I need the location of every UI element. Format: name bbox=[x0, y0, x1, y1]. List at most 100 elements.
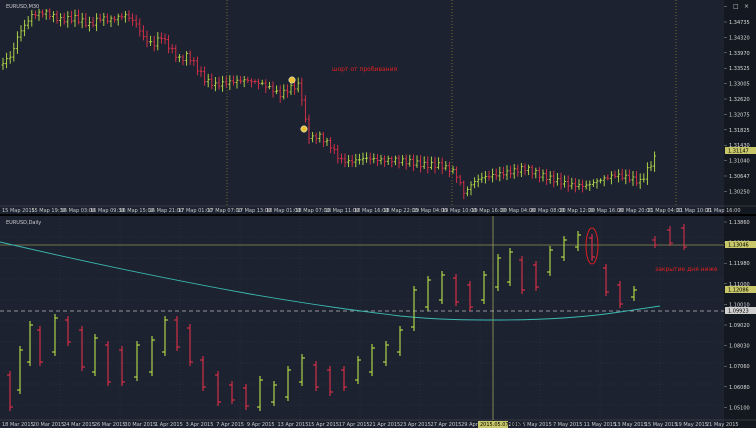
bottom-price-label: 1.07060 bbox=[729, 364, 750, 370]
bottom-chart-markup bbox=[585, 224, 687, 265]
bottom-highlight-time-box bbox=[478, 421, 508, 428]
top-price-label: 1.30647 bbox=[729, 174, 750, 180]
bottom-time-label: 9 Apr 2015 bbox=[247, 422, 275, 428]
bottom-price-label: 1.11000 bbox=[729, 282, 750, 288]
maximize-button[interactable]: □ bbox=[733, 3, 739, 10]
moving-average-line bbox=[0, 241, 661, 321]
top-time-label: 20 Мар 04:00 bbox=[501, 208, 536, 214]
bottom-time-label: 21 Apr 2015 bbox=[369, 422, 400, 428]
bottom-price-label: 1.11980 bbox=[729, 261, 750, 267]
top-time-label: 19 Мар 10:00 bbox=[442, 208, 477, 214]
top-current-price-box bbox=[725, 147, 756, 154]
top-price-label: 1.31430 bbox=[729, 143, 750, 149]
top-time-label: 15 Мар 2015 bbox=[2, 208, 35, 214]
top-axis-background bbox=[724, 0, 756, 214]
top-price-label: 1.32075 bbox=[729, 112, 750, 118]
bottom-time-label: 18 Mar 2015 bbox=[2, 422, 34, 428]
bottom-time-label: 3 Apr 2015 bbox=[186, 422, 214, 428]
bottom-price-label: 1.13860 bbox=[729, 220, 750, 226]
top-price-label: 1.32620 bbox=[729, 97, 750, 103]
bottom-time-label: 7 May 2015 bbox=[553, 422, 582, 428]
bottom-time-label: 29 Apr 2015 bbox=[461, 422, 492, 428]
top-time-label: 18 Мар 01:00 bbox=[266, 208, 301, 214]
bottom-highlight-time: 2015.05.07 00:00 bbox=[480, 422, 525, 428]
bottom-time-label: 30 Mar 2015 bbox=[124, 422, 156, 428]
bottom-axis-background bbox=[724, 216, 756, 428]
bottom-current-price-box bbox=[725, 286, 756, 293]
bottom-price-label: 1.05100 bbox=[729, 405, 750, 411]
bottom-chart-title: EURUSD,Daily bbox=[6, 220, 41, 226]
short-entry-marker bbox=[288, 76, 296, 84]
top-time-label: 16 Мар 09:30 bbox=[90, 208, 125, 214]
top-time-label: 15 Мар 19:30 bbox=[31, 208, 66, 214]
top-time-label: 18 Мар 11:00 bbox=[325, 208, 360, 214]
top-chart-grid bbox=[0, 0, 756, 214]
top-time-label: 19 Мар 04:00 bbox=[413, 208, 448, 214]
bottom-chart-bars bbox=[7, 231, 637, 411]
top-time-label: 19 Мар 16:00 bbox=[471, 208, 506, 214]
bottom-time-label: 24 Mar 2015 bbox=[63, 422, 95, 428]
bottom-time-label: 19 May 2015 bbox=[675, 422, 708, 428]
close-button[interactable]: × bbox=[744, 3, 749, 10]
top-time-label: 21 Мар 10:00 bbox=[677, 208, 712, 214]
bottom-line-price-box bbox=[725, 241, 756, 248]
bottom-chart-canvas[interactable]: EURUSD,Daily закрытие дня ниже 1.13860 1.… bbox=[0, 216, 756, 428]
top-chart-markers bbox=[288, 76, 308, 133]
bottom-price-axis: 1.138601.129101.119801.110001.100101.090… bbox=[724, 220, 756, 411]
top-time-label: 20 Мар 08:00 bbox=[530, 208, 565, 214]
bottom-price-label: 1.10010 bbox=[729, 302, 750, 308]
top-time-label: 17 Мар 01:00 bbox=[178, 208, 213, 214]
top-time-label: 16 Мар 21:00 bbox=[149, 208, 184, 214]
top-price-label: 1.34735 bbox=[729, 20, 750, 26]
top-price-label: 1.33525 bbox=[729, 66, 750, 72]
bottom-time-label: 21 May 2015 bbox=[706, 422, 739, 428]
top-chart-canvas[interactable]: EURUSD,M30 шорт от пробивания 1.34735 1.3… bbox=[0, 0, 756, 214]
top-time-label: 20 Мар 12:00 bbox=[559, 208, 594, 214]
bottom-time-label: 27 Apr 2015 bbox=[431, 422, 462, 428]
bottom-time-label: 15 May 2015 bbox=[645, 422, 678, 428]
top-time-label: 17 Мар 13:00 bbox=[237, 208, 272, 214]
bottom-time-label: 7 Apr 2015 bbox=[216, 422, 244, 428]
bottom-time-label: 1 Apr 2015 bbox=[155, 422, 183, 428]
bottom-time-label: 15 Apr 2015 bbox=[308, 422, 339, 428]
bottom-chart-lines bbox=[0, 216, 724, 420]
bottom-chart-pane[interactable]: EURUSD,Daily закрытие дня ниже 1.13860 1.… bbox=[0, 216, 756, 428]
highlight-ellipse bbox=[585, 227, 599, 265]
top-time-label: 20 Мар 16:00 bbox=[589, 208, 624, 214]
bottom-time-label: 17 Apr 2015 bbox=[339, 422, 370, 428]
bottom-price-label: 1.09020 bbox=[729, 323, 750, 329]
bottom-dash-price-box bbox=[725, 307, 756, 314]
top-time-label: 18 Мар 07:00 bbox=[295, 208, 330, 214]
bottom-dash-price: 1.09923 bbox=[728, 309, 749, 315]
top-time-label: 18 Мар 16:00 bbox=[354, 208, 389, 214]
bottom-price-label: 1.06080 bbox=[729, 385, 750, 391]
bottom-time-label: 13 Apr 2015 bbox=[277, 422, 308, 428]
bottom-time-label: 5 May 2015 bbox=[522, 422, 551, 428]
bottom-time-label: 20 Mar 2015 bbox=[33, 422, 65, 428]
minimize-button[interactable]: – bbox=[724, 3, 727, 10]
top-chart-annotation: шорт от пробивания bbox=[332, 66, 397, 73]
top-time-label: 20 Мар 20:00 bbox=[618, 208, 653, 214]
top-chart-title: EURUSD,M30 bbox=[6, 4, 39, 10]
bottom-time-label: 11 May 2015 bbox=[584, 422, 617, 428]
top-current-price: 1.31147 bbox=[728, 149, 749, 155]
top-time-label: 16 Мар 15:00 bbox=[119, 208, 154, 214]
top-price-label: 1.33970 bbox=[729, 51, 750, 57]
top-price-axis: 1.34735 1.34320 1.33970 1.33525 1.33005 1.326… bbox=[724, 20, 756, 195]
bottom-chart-annotation: закрытие дня ниже bbox=[655, 266, 718, 273]
bottom-price-label: 1.08030 bbox=[729, 344, 750, 350]
bottom-time-label: 13 May 2015 bbox=[614, 422, 647, 428]
top-chart-bars bbox=[1, 8, 656, 200]
top-price-label: 1.33005 bbox=[729, 82, 750, 88]
bottom-time-label: 23 Apr 2015 bbox=[400, 422, 431, 428]
top-chart-background bbox=[0, 0, 756, 214]
top-time-label: 21 Мар 16:00 bbox=[706, 208, 741, 214]
top-chart-pane[interactable]: EURUSD,M30 шорт от пробивания 1.34735 1.3… bbox=[0, 0, 756, 214]
top-time-label: 16 Мар 03:00 bbox=[61, 208, 96, 214]
window-controls: – □ × bbox=[724, 3, 749, 10]
top-time-label: 21 Мар 04:00 bbox=[647, 208, 682, 214]
top-price-label: 1.31825 bbox=[729, 128, 750, 134]
top-price-label: 1.31040 bbox=[729, 159, 750, 165]
